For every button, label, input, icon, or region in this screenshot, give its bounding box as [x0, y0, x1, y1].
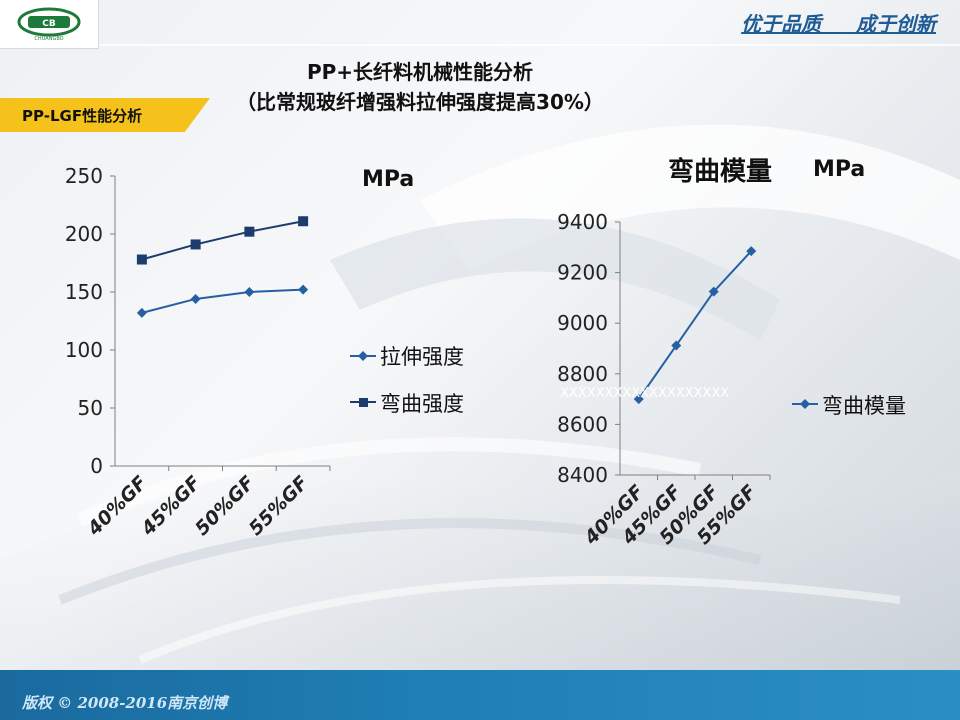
c1-series-line-0 [141, 288, 304, 314]
chart2-unit-label: MPa [813, 157, 865, 182]
c2-data-point [633, 394, 644, 405]
chart2-title: 弯曲模量 [668, 156, 772, 187]
c2-series-line-0 [637, 250, 752, 400]
c2-y-tick-label: 8400 [557, 463, 608, 487]
svg-text:CHUANGBO: CHUANGBO [34, 36, 63, 42]
c2-y-tick-label: 8800 [557, 362, 608, 386]
c2-y-tick-label: 9000 [557, 311, 608, 335]
chart1-unit-label: MPa [362, 167, 414, 192]
section-tag: PP-LGF性能分析 [0, 98, 210, 132]
c1-data-point [190, 293, 201, 304]
chart2-legend-marker-point [800, 399, 810, 409]
c2-data-point [746, 246, 757, 257]
company-logo: CB CHUANGBO [0, 0, 99, 49]
c1-x-tick-label: 45%GF [137, 472, 206, 541]
c1-y-tick-label: 200 [65, 222, 103, 246]
c1-data-point [136, 254, 147, 265]
slogan: 优于品质 成于创新 [741, 12, 936, 36]
chart1-legend-marker-flexural-point [359, 398, 368, 407]
c1-data-point [244, 287, 255, 297]
c1-data-point [298, 284, 309, 295]
slide-subtitle: （比常规玻纤增强料拉伸强度提高30%） [236, 90, 604, 114]
c2-y-tick-label: 9200 [557, 261, 608, 285]
c2-y-tick-label: 9400 [557, 210, 608, 234]
section-tag-label: PP-LGF性能分析 [22, 107, 143, 125]
footer-bar: 版权 © 2008-2016南京创博 [0, 670, 960, 720]
logo-icon: CB CHUANGBO [17, 7, 81, 42]
c1-data-point [190, 239, 201, 250]
c1-y-tick-label: 250 [65, 164, 103, 188]
c1-y-tick-label: 0 [90, 454, 103, 478]
c1-y-tick-label: 50 [78, 396, 103, 420]
c1-series-line-1 [141, 220, 304, 261]
c2-y-tick-label: 8600 [557, 412, 608, 436]
chart1-legend-flexural: 弯曲强度 [380, 392, 464, 416]
c1-data-point [244, 226, 255, 237]
c2-data-point [708, 286, 719, 297]
c1-x-tick-label: 55%GF [245, 472, 313, 540]
chart1-legend-marker-tensile-point [358, 351, 368, 361]
copyright-text: 版权 © 2008-2016南京创博 [22, 694, 228, 712]
chart1-legend-tensile: 拉伸强度 [380, 345, 464, 369]
c1-x-tick-label: 40%GF [83, 472, 152, 541]
c1-y-tick-label: 150 [65, 280, 103, 304]
svg-text:CB: CB [42, 19, 56, 29]
c1-data-point [136, 307, 147, 318]
c1-y-tick-label: 100 [65, 338, 103, 362]
chart2-annotation: XXXXXXXXXXXXXXXXXXX [560, 386, 729, 401]
chart2-legend-modulus: 弯曲模量 [822, 394, 906, 418]
slide-title: PP+长纤料机械性能分析 [306, 60, 534, 84]
header-divider [0, 44, 960, 46]
c1-data-point [298, 216, 309, 227]
c2-data-point [671, 340, 682, 351]
